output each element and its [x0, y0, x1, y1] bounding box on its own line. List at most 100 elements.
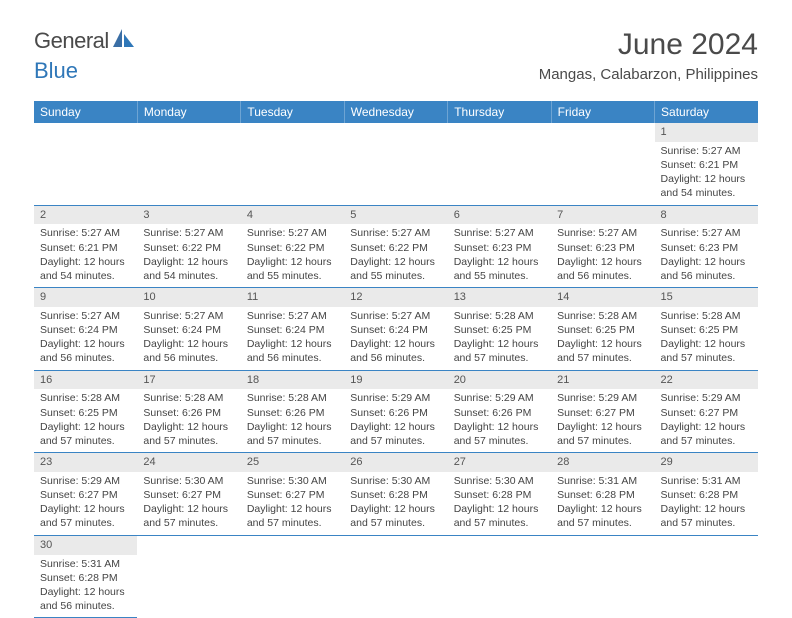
- calendar-day-cell: [551, 123, 654, 205]
- day-number: 18: [241, 371, 344, 390]
- calendar-day-cell: [241, 123, 344, 205]
- logo-word1: General: [34, 28, 109, 54]
- calendar-day-cell: 19Sunrise: 5:29 AMSunset: 6:26 PMDayligh…: [344, 370, 447, 453]
- location-text: Mangas, Calabarzon, Philippines: [539, 66, 758, 83]
- day-number: 25: [241, 453, 344, 472]
- day-details: Sunrise: 5:27 AMSunset: 6:21 PMDaylight:…: [34, 224, 137, 287]
- calendar-day-cell: [655, 535, 758, 618]
- day-number: 9: [34, 288, 137, 307]
- calendar-week-row: 23Sunrise: 5:29 AMSunset: 6:27 PMDayligh…: [34, 453, 758, 536]
- calendar-week-row: 30Sunrise: 5:31 AMSunset: 6:28 PMDayligh…: [34, 535, 758, 618]
- day-details: Sunrise: 5:31 AMSunset: 6:28 PMDaylight:…: [655, 472, 758, 535]
- calendar-day-cell: 2Sunrise: 5:27 AMSunset: 6:21 PMDaylight…: [34, 205, 137, 288]
- day-details: Sunrise: 5:27 AMSunset: 6:23 PMDaylight:…: [551, 224, 654, 287]
- day-details: Sunrise: 5:28 AMSunset: 6:25 PMDaylight:…: [551, 307, 654, 370]
- day-details: Sunrise: 5:27 AMSunset: 6:21 PMDaylight:…: [655, 142, 758, 205]
- calendar-day-cell: [551, 535, 654, 618]
- day-number: 14: [551, 288, 654, 307]
- day-header: Thursday: [448, 101, 551, 123]
- calendar-day-cell: 15Sunrise: 5:28 AMSunset: 6:25 PMDayligh…: [655, 288, 758, 371]
- calendar-day-cell: 22Sunrise: 5:29 AMSunset: 6:27 PMDayligh…: [655, 370, 758, 453]
- day-details: Sunrise: 5:30 AMSunset: 6:28 PMDaylight:…: [448, 472, 551, 535]
- day-details: Sunrise: 5:29 AMSunset: 6:27 PMDaylight:…: [655, 389, 758, 452]
- day-number: 15: [655, 288, 758, 307]
- day-details: Sunrise: 5:30 AMSunset: 6:27 PMDaylight:…: [137, 472, 240, 535]
- day-number: 23: [34, 453, 137, 472]
- day-header: Sunday: [34, 101, 137, 123]
- day-number: 3: [137, 206, 240, 225]
- calendar-day-cell: [241, 535, 344, 618]
- day-number: 19: [344, 371, 447, 390]
- day-details: Sunrise: 5:29 AMSunset: 6:27 PMDaylight:…: [551, 389, 654, 452]
- calendar-day-cell: 4Sunrise: 5:27 AMSunset: 6:22 PMDaylight…: [241, 205, 344, 288]
- day-details: Sunrise: 5:28 AMSunset: 6:25 PMDaylight:…: [448, 307, 551, 370]
- day-details: Sunrise: 5:30 AMSunset: 6:27 PMDaylight:…: [241, 472, 344, 535]
- calendar-day-cell: 16Sunrise: 5:28 AMSunset: 6:25 PMDayligh…: [34, 370, 137, 453]
- day-details: Sunrise: 5:29 AMSunset: 6:27 PMDaylight:…: [34, 472, 137, 535]
- day-details: Sunrise: 5:27 AMSunset: 6:24 PMDaylight:…: [137, 307, 240, 370]
- calendar-day-cell: 29Sunrise: 5:31 AMSunset: 6:28 PMDayligh…: [655, 453, 758, 536]
- calendar-day-cell: 25Sunrise: 5:30 AMSunset: 6:27 PMDayligh…: [241, 453, 344, 536]
- sail-icon: [113, 29, 135, 47]
- day-details: Sunrise: 5:27 AMSunset: 6:24 PMDaylight:…: [241, 307, 344, 370]
- calendar-day-cell: 5Sunrise: 5:27 AMSunset: 6:22 PMDaylight…: [344, 205, 447, 288]
- logo: General: [34, 28, 135, 54]
- calendar-day-cell: 12Sunrise: 5:27 AMSunset: 6:24 PMDayligh…: [344, 288, 447, 371]
- day-details: Sunrise: 5:27 AMSunset: 6:24 PMDaylight:…: [344, 307, 447, 370]
- day-number: 20: [448, 371, 551, 390]
- day-details: Sunrise: 5:28 AMSunset: 6:26 PMDaylight:…: [137, 389, 240, 452]
- day-number: 26: [344, 453, 447, 472]
- day-header: Wednesday: [344, 101, 447, 123]
- day-details: Sunrise: 5:31 AMSunset: 6:28 PMDaylight:…: [551, 472, 654, 535]
- header: General June 2024 Mangas, Calabarzon, Ph…: [0, 0, 792, 91]
- calendar-day-cell: 21Sunrise: 5:29 AMSunset: 6:27 PMDayligh…: [551, 370, 654, 453]
- day-details: Sunrise: 5:28 AMSunset: 6:26 PMDaylight:…: [241, 389, 344, 452]
- calendar-day-cell: 14Sunrise: 5:28 AMSunset: 6:25 PMDayligh…: [551, 288, 654, 371]
- day-header: Tuesday: [241, 101, 344, 123]
- day-number: 5: [344, 206, 447, 225]
- day-number: 22: [655, 371, 758, 390]
- calendar-day-cell: 3Sunrise: 5:27 AMSunset: 6:22 PMDaylight…: [137, 205, 240, 288]
- day-number: 28: [551, 453, 654, 472]
- day-details: Sunrise: 5:29 AMSunset: 6:26 PMDaylight:…: [448, 389, 551, 452]
- day-number: 2: [34, 206, 137, 225]
- day-number: 1: [655, 123, 758, 142]
- calendar-day-cell: 20Sunrise: 5:29 AMSunset: 6:26 PMDayligh…: [448, 370, 551, 453]
- calendar-day-cell: [344, 123, 447, 205]
- calendar-week-row: 2Sunrise: 5:27 AMSunset: 6:21 PMDaylight…: [34, 205, 758, 288]
- day-details: Sunrise: 5:27 AMSunset: 6:23 PMDaylight:…: [655, 224, 758, 287]
- calendar-header-row: SundayMondayTuesdayWednesdayThursdayFrid…: [34, 101, 758, 123]
- day-number: 17: [137, 371, 240, 390]
- calendar-table: SundayMondayTuesdayWednesdayThursdayFrid…: [34, 101, 758, 618]
- page-title: June 2024: [539, 28, 758, 62]
- day-number: 10: [137, 288, 240, 307]
- calendar-day-cell: 13Sunrise: 5:28 AMSunset: 6:25 PMDayligh…: [448, 288, 551, 371]
- calendar-day-cell: 23Sunrise: 5:29 AMSunset: 6:27 PMDayligh…: [34, 453, 137, 536]
- title-block: June 2024 Mangas, Calabarzon, Philippine…: [539, 28, 758, 83]
- day-header: Monday: [137, 101, 240, 123]
- calendar-day-cell: 11Sunrise: 5:27 AMSunset: 6:24 PMDayligh…: [241, 288, 344, 371]
- day-number: 27: [448, 453, 551, 472]
- day-number: 16: [34, 371, 137, 390]
- calendar-day-cell: 30Sunrise: 5:31 AMSunset: 6:28 PMDayligh…: [34, 535, 137, 618]
- day-details: Sunrise: 5:27 AMSunset: 6:22 PMDaylight:…: [137, 224, 240, 287]
- day-number: 29: [655, 453, 758, 472]
- day-number: 7: [551, 206, 654, 225]
- calendar-day-cell: 1Sunrise: 5:27 AMSunset: 6:21 PMDaylight…: [655, 123, 758, 205]
- day-details: Sunrise: 5:30 AMSunset: 6:28 PMDaylight:…: [344, 472, 447, 535]
- calendar-week-row: 9Sunrise: 5:27 AMSunset: 6:24 PMDaylight…: [34, 288, 758, 371]
- calendar-day-cell: [448, 123, 551, 205]
- calendar-day-cell: [137, 123, 240, 205]
- logo-word2: Blue: [34, 58, 78, 84]
- day-number: 21: [551, 371, 654, 390]
- calendar-day-cell: 7Sunrise: 5:27 AMSunset: 6:23 PMDaylight…: [551, 205, 654, 288]
- calendar-day-cell: 8Sunrise: 5:27 AMSunset: 6:23 PMDaylight…: [655, 205, 758, 288]
- calendar-day-cell: 9Sunrise: 5:27 AMSunset: 6:24 PMDaylight…: [34, 288, 137, 371]
- day-number: 13: [448, 288, 551, 307]
- calendar-day-cell: 28Sunrise: 5:31 AMSunset: 6:28 PMDayligh…: [551, 453, 654, 536]
- day-header: Friday: [551, 101, 654, 123]
- day-details: Sunrise: 5:28 AMSunset: 6:25 PMDaylight:…: [34, 389, 137, 452]
- day-number: 24: [137, 453, 240, 472]
- day-number: 11: [241, 288, 344, 307]
- day-details: Sunrise: 5:31 AMSunset: 6:28 PMDaylight:…: [34, 555, 137, 618]
